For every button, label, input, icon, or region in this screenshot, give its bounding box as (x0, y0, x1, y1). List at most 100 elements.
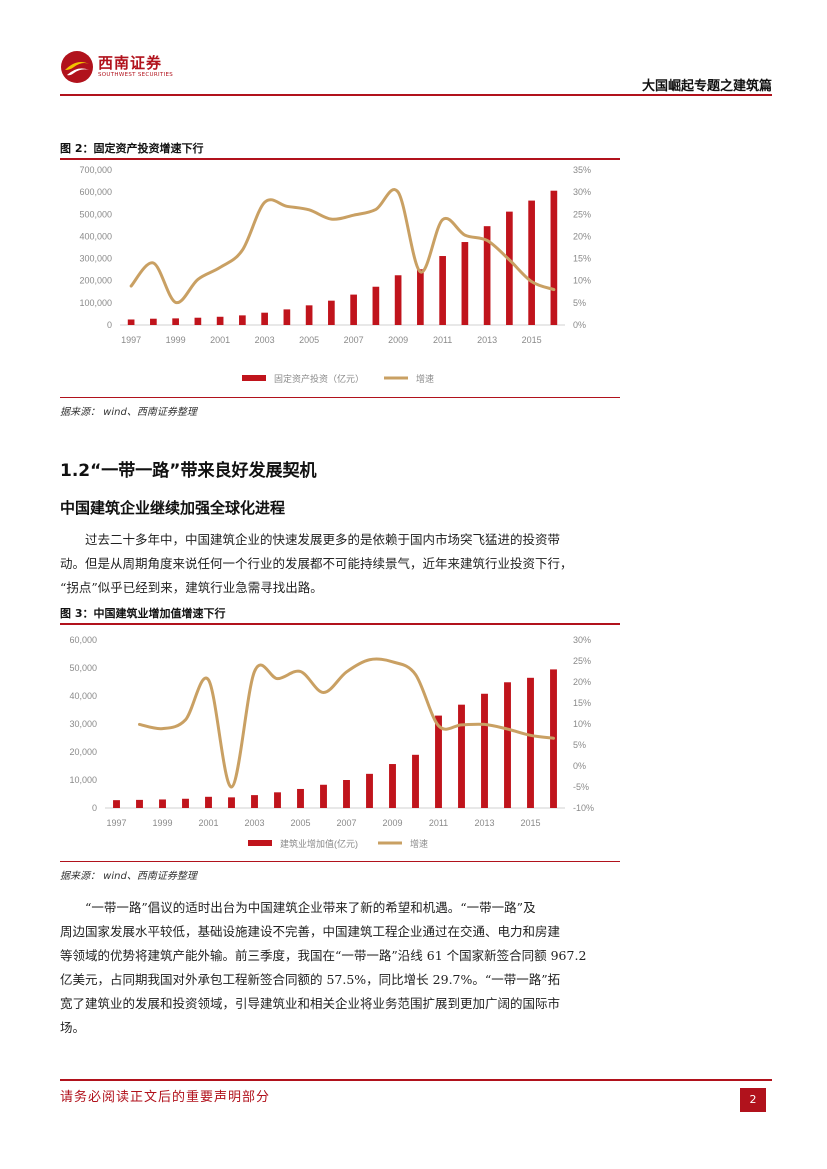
bar (251, 795, 258, 808)
figure-2: 图 2：固定资产投资增速下行 0 100,000 200,000 300,000 400… (60, 140, 620, 420)
bar (305, 305, 313, 325)
growth-rate-line (138, 657, 555, 789)
y2-axis-tick-label: -5% (573, 782, 589, 792)
paragraph-2-line: “一带一路”倡议的适时出台为中国建筑企业带来了新的希望和机遇。“一带一路”及 (85, 900, 536, 915)
x-axis-tick-label: 2003 (244, 818, 264, 828)
figure-3-chart: 0 10,000 20,000 30,000 40,000 50,000 60,000 -10… (69, 635, 594, 849)
bar (504, 682, 511, 808)
bar (136, 799, 143, 808)
x-axis-tick-label: 1997 (106, 818, 126, 828)
bar (283, 309, 291, 325)
bar (350, 294, 357, 325)
x-axis-tick-label: 2007 (336, 818, 356, 828)
section-heading: 1.2“一带一路”带来良好发展契机 (60, 461, 317, 481)
bar (481, 693, 488, 808)
logo-emblem-icon (61, 51, 93, 83)
y2-axis-tick-label: 15% (573, 698, 591, 708)
legend-swatch-bar (242, 375, 266, 381)
y2-axis-tick-label: 20% (573, 231, 591, 241)
x-axis-tick-label: 2015 (520, 818, 540, 828)
y-axis-tick-label: 0 (92, 803, 97, 813)
y2-axis-tick-label: 5% (573, 740, 586, 750)
bar (461, 242, 469, 325)
y-axis-tick-label: 400,000 (79, 231, 112, 241)
bar (506, 211, 513, 325)
x-axis-tick-label: 2009 (382, 818, 402, 828)
bar (372, 286, 380, 325)
y-axis-tick-label: 200,000 (79, 276, 112, 286)
y2-axis-tick-label: 0% (573, 761, 586, 771)
bar (550, 190, 558, 325)
footer-rule (60, 1079, 772, 1081)
y-axis-tick-label: 700,000 (79, 165, 112, 175)
bar (127, 319, 135, 325)
logo-english-name: SOUTHWEST SECURITIES (98, 72, 174, 78)
bar (194, 317, 202, 325)
y-axis-tick-label: 50,000 (69, 663, 97, 673)
bar (417, 269, 424, 325)
bar (412, 754, 419, 808)
x-axis-tick-label: 2011 (433, 335, 452, 345)
paragraph-1: 过去二十多年中，中国建筑企业的快速发展更多的是依赖于国内市场突飞猛进的投资带 动… (60, 528, 616, 600)
y-axis-tick-label: 10,000 (69, 775, 97, 785)
bar (435, 715, 442, 808)
bar (394, 275, 402, 325)
paragraph-1-line: 过去二十多年中，中国建筑企业的快速发展更多的是依赖于国内市场突飞猛进的投资带 (85, 532, 561, 547)
y-axis-tick-label: 40,000 (69, 691, 97, 701)
bar (328, 300, 335, 325)
disclaimer-note: 请务必阅读正文后的重要声明部分 (60, 1090, 271, 1105)
y2-axis-tick-label: 25% (573, 656, 591, 666)
x-axis-tick-label: 2001 (210, 335, 230, 345)
y-axis-tick-label: 600,000 (79, 187, 112, 197)
legend-swatch-bar (248, 840, 272, 846)
bar (389, 764, 396, 808)
x-axis-tick-label: 2003 (255, 335, 275, 345)
y-axis-tick-label: 300,000 (79, 254, 112, 264)
paragraph-2-line: 周边国家发展水平较低，基础设施建设不完善，中国建筑工程企业通过在交通、电力和房建 (60, 924, 561, 939)
figure-3-source: 据来源： wind、西南证券整理 (60, 871, 197, 882)
bar (113, 800, 120, 808)
x-axis-tick-label: 1999 (166, 335, 186, 345)
legend-label-line: 增速 (416, 373, 434, 384)
page-header: 西南证券 SOUTHWEST SECURITIES 大国崛起专题之建筑篇 (60, 48, 772, 96)
y2-axis-tick-label: -10% (573, 803, 594, 813)
figure-3-top-rule (60, 623, 620, 625)
y-axis-tick-label: 60,000 (69, 635, 97, 645)
y-axis-tick-label: 100,000 (79, 298, 112, 308)
legend-label-line: 增速 (410, 838, 428, 849)
figure-2-chart: 0 100,000 200,000 300,000 400,000 500,000 600,… (79, 165, 591, 384)
y2-axis-tick-label: 30% (573, 187, 591, 197)
paragraph-2-line: 亿美元，占同期我国对外承包工程新签合同额的 57.5%，同比增长 29.7%。“… (60, 972, 561, 987)
bar (528, 200, 535, 325)
paragraph-1-line: 动。但是从周期角度来说任何一个行业的发展都不可能持续景气，近年来建筑行业投资下行… (60, 556, 573, 571)
legend-label-bar: 固定资产投资（亿元） (274, 373, 364, 384)
y-axis-tick-label: 20,000 (69, 747, 97, 757)
company-logo: 西南证券 SOUTHWEST SECURITIES (60, 48, 180, 86)
bar (343, 780, 350, 808)
y2-axis-tick-label: 25% (573, 209, 591, 219)
x-axis-tick-label: 2013 (474, 818, 494, 828)
x-axis-tick-label: 2009 (388, 335, 408, 345)
paragraph-2-line: 宽了建筑业的发展和投资领域，引导建筑业和相关企业将业务范围扩展到更加广阔的国际市 (60, 996, 561, 1011)
figure-3-bottom-rule (60, 861, 620, 862)
bar (527, 677, 534, 808)
figure-2-top-rule (60, 158, 620, 160)
paragraph-1-line: “拐点”似乎已经到来，建筑行业急需寻找出路。 (60, 580, 323, 595)
bar (205, 796, 212, 808)
paragraph-2-line: 等领域的优势将建筑产能外输。前三季度，我国在“一带一路”沿线 61 个国家新签合… (60, 948, 587, 963)
paragraph-2-line: 场。 (60, 1020, 86, 1035)
x-axis-tick-label: 1999 (152, 818, 172, 828)
y-axis-tick-label: 0 (107, 320, 112, 330)
bar (159, 799, 166, 808)
x-axis-tick-label: 2005 (290, 818, 310, 828)
figure-2-source: 据来源： wind、西南证券整理 (60, 407, 197, 418)
y2-axis-tick-label: 10% (573, 276, 591, 286)
bar (261, 312, 268, 325)
bar (439, 256, 446, 325)
bar (228, 797, 235, 808)
figure-2-caption: 图 2：固定资产投资增速下行 (60, 142, 204, 155)
bar (216, 316, 224, 325)
x-axis-tick-label: 2011 (429, 818, 448, 828)
x-axis-tick-label: 2001 (198, 818, 218, 828)
y2-axis-tick-label: 15% (573, 254, 591, 264)
